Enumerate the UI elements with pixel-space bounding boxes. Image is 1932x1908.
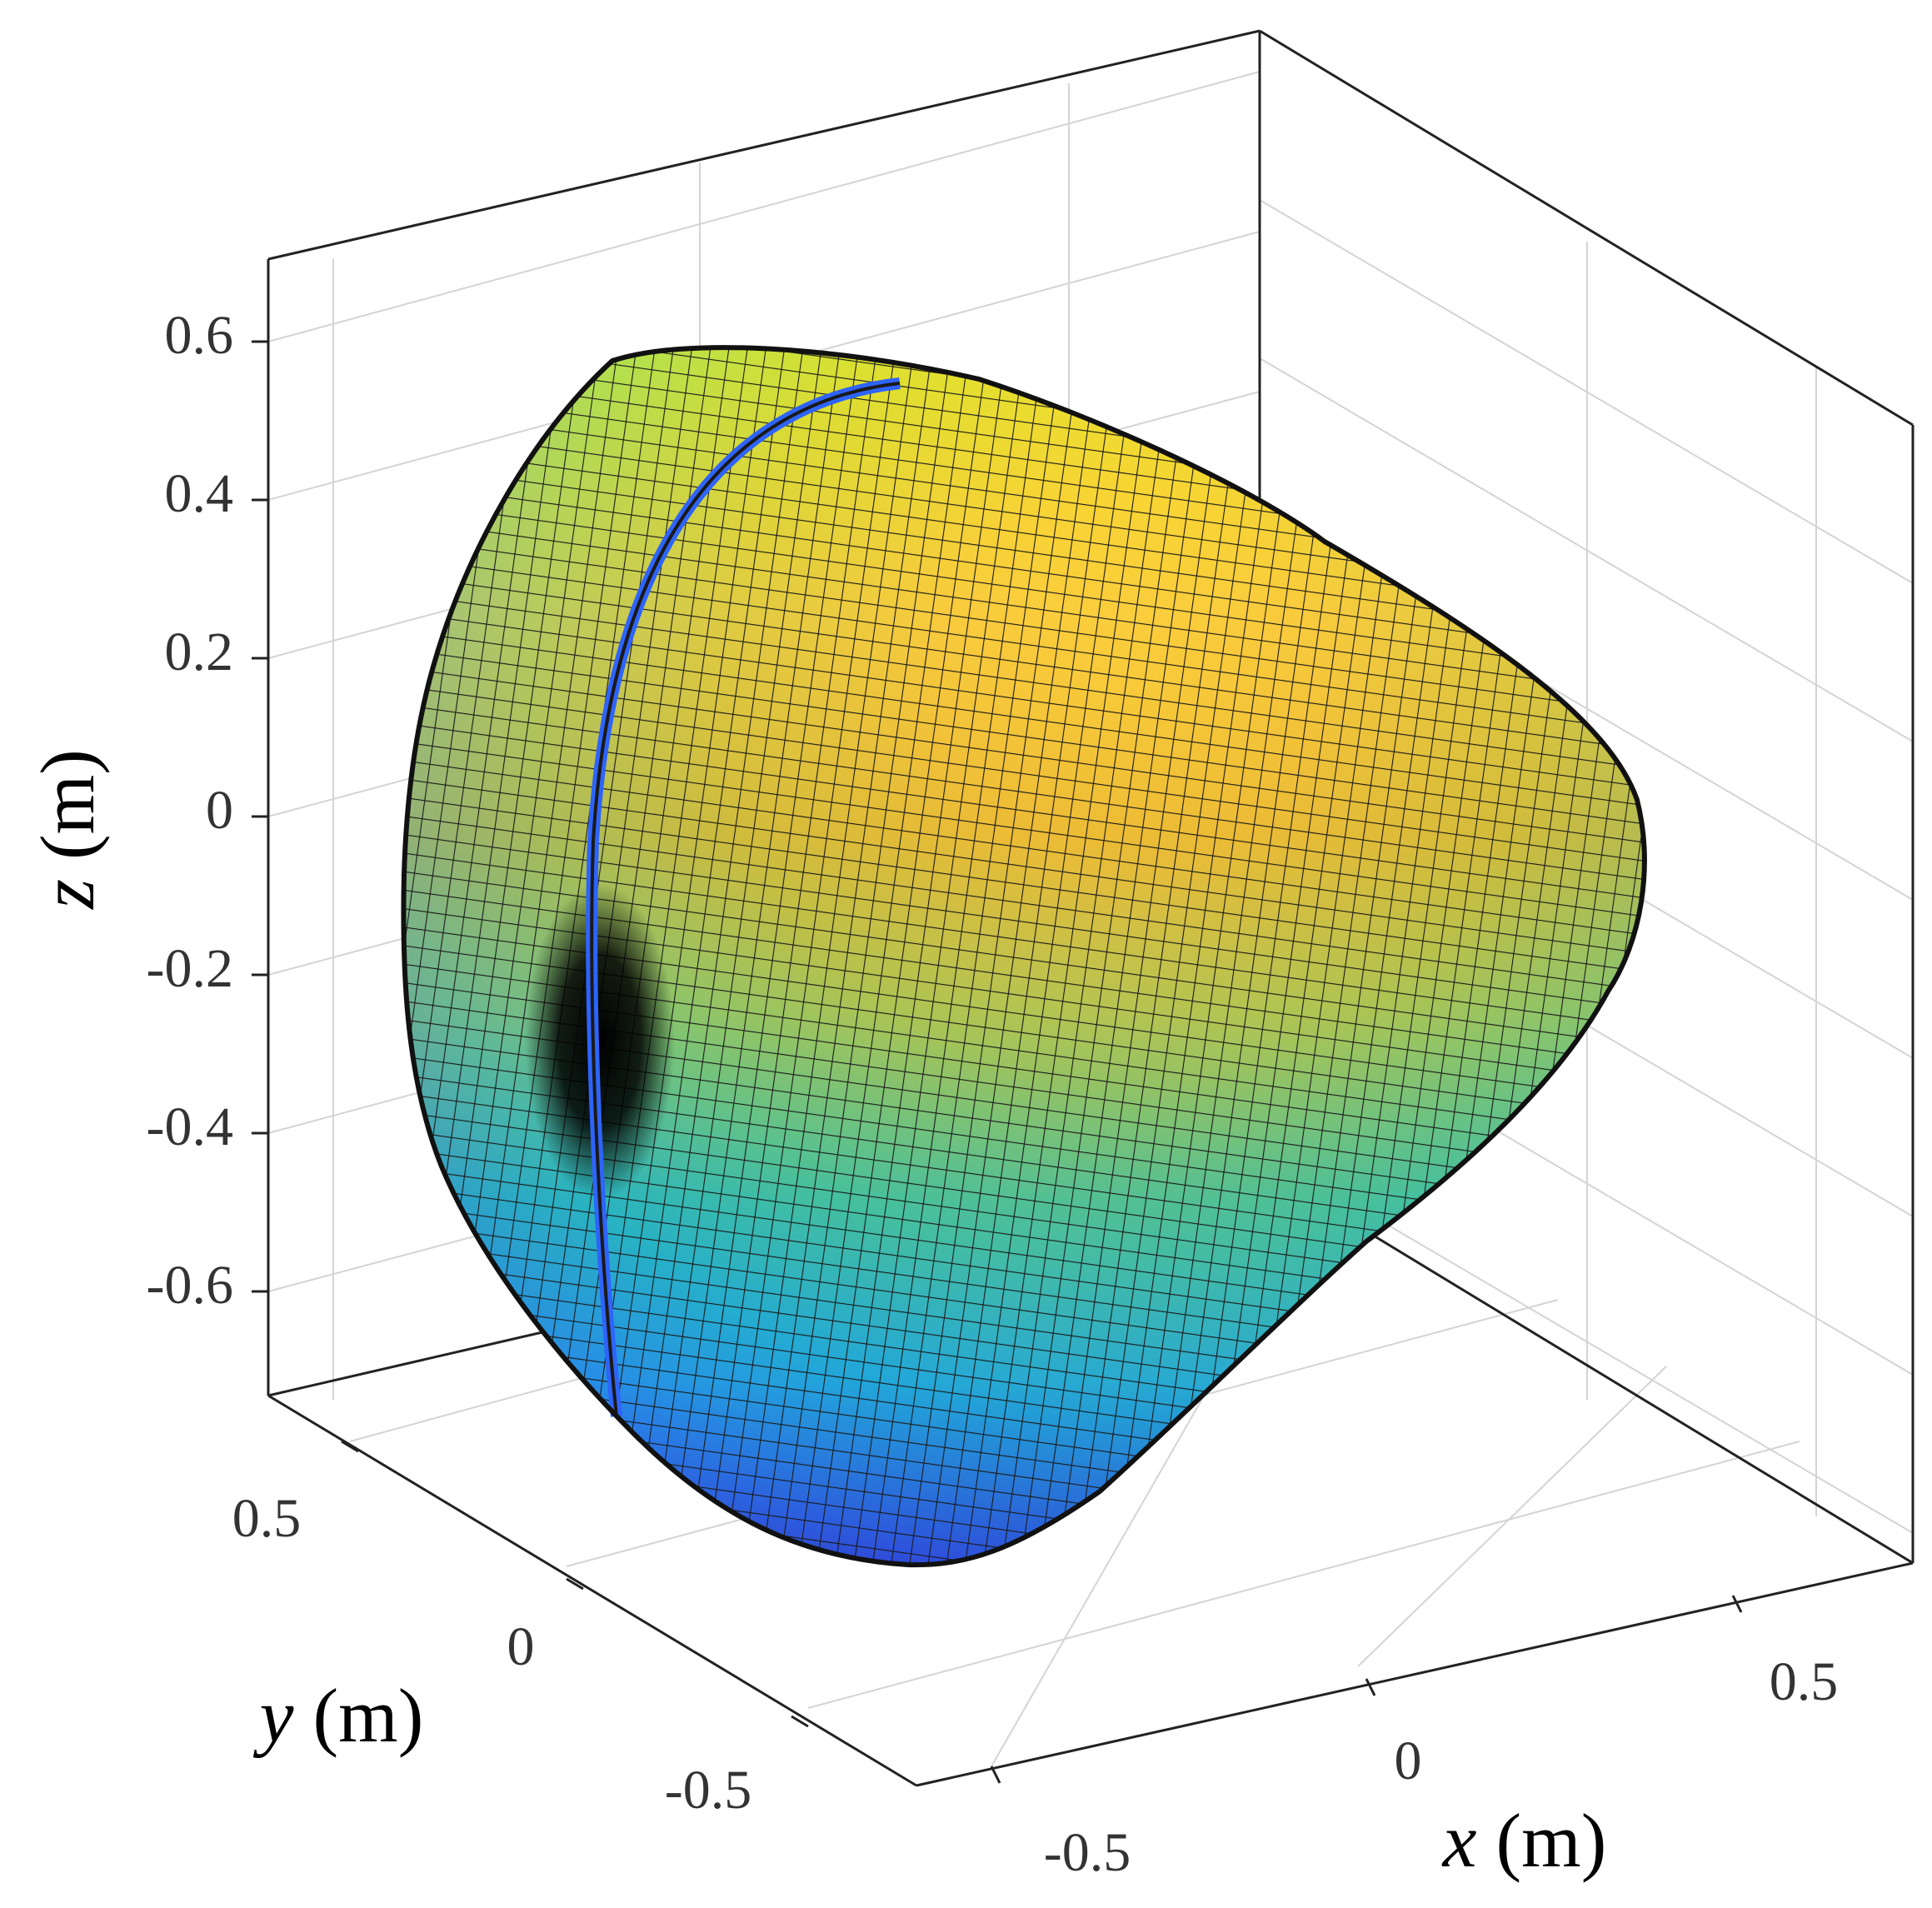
x-tick-label: 0 (1395, 1731, 1422, 1791)
x-tick-label: 0.5 (1770, 1651, 1839, 1712)
z-axis-label: z (m) (25, 749, 110, 911)
y-tick-label: 0.5 (232, 1488, 302, 1549)
x-axis-label: x (m) (1441, 1798, 1607, 1883)
x-tick-label: -0.5 (1044, 1822, 1131, 1883)
z-tick-label: 0.2 (165, 622, 234, 682)
z-tick-label: 0.6 (165, 305, 234, 366)
surface-body (392, 333, 1658, 1575)
z-tick-label: -0.4 (147, 1096, 233, 1157)
z-tick-label: -0.6 (147, 1255, 233, 1316)
z-axis-ticks: 0.6 0.4 0.2 0 -0.2 -0.4 -0.6 (147, 305, 268, 1316)
x-axis-ticks: -0.5 0 0.5 (990, 1595, 1839, 1883)
y-axis-label: y (m) (253, 1673, 424, 1758)
z-tick-label: 0.4 (165, 463, 234, 524)
y-tick-label: 0 (507, 1616, 535, 1677)
z-tick-label: -0.2 (147, 938, 233, 999)
z-tick-label: 0 (206, 780, 233, 841)
y-axis-ticks: 0.5 0 -0.5 (232, 1440, 809, 1821)
y-tick-label: -0.5 (665, 1760, 751, 1821)
